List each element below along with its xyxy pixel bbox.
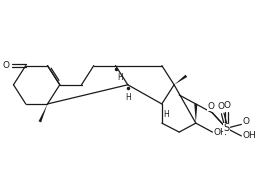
Text: OH: OH: [243, 131, 257, 140]
Text: OH: OH: [214, 127, 227, 137]
Text: H: H: [125, 93, 131, 102]
Text: O: O: [243, 117, 250, 126]
Text: O: O: [3, 61, 10, 70]
Polygon shape: [194, 104, 197, 123]
Text: H: H: [118, 73, 123, 82]
Text: O: O: [208, 102, 215, 111]
Text: O: O: [218, 102, 225, 111]
Text: S: S: [224, 123, 229, 133]
Text: H: H: [163, 110, 169, 119]
Polygon shape: [174, 75, 187, 85]
Polygon shape: [39, 104, 47, 122]
Text: O: O: [223, 101, 230, 110]
